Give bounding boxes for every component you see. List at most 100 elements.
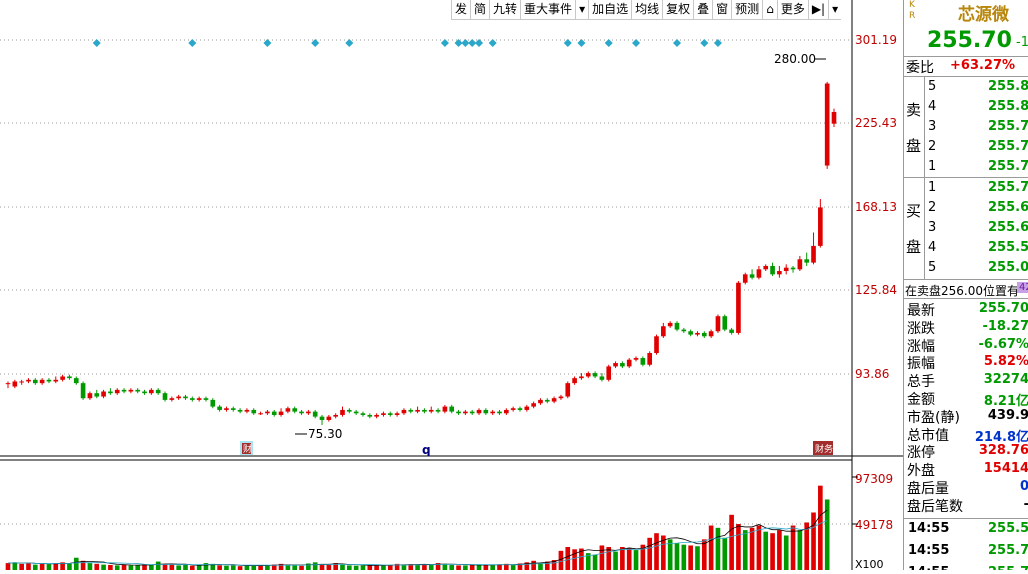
- event-diamond-icon[interactable]: [632, 39, 640, 47]
- toolbar-more-button[interactable]: 更多: [777, 0, 808, 19]
- candle-body: [149, 390, 154, 393]
- order-note-badge[interactable]: 42: [1017, 282, 1028, 293]
- event-markers[interactable]: [93, 39, 722, 47]
- toolbar-simple-button[interactable]: 简: [470, 0, 489, 19]
- toolbar-fa-button[interactable]: 发: [451, 0, 470, 19]
- candle-body: [53, 380, 58, 382]
- volume-bar: [647, 538, 652, 570]
- candle-body: [231, 408, 236, 410]
- toolbar-overlay-button[interactable]: 叠: [693, 0, 712, 19]
- volume-bar: [367, 565, 372, 570]
- volume-bar: [156, 562, 161, 570]
- volume-bar: [770, 533, 775, 570]
- volume-bar: [757, 526, 762, 570]
- stat-row: 市盈(静)439.9: [904, 407, 1028, 425]
- candle-body: [26, 380, 31, 382]
- event-diamond-icon[interactable]: [188, 39, 196, 47]
- sell-level-price: 255.80: [988, 99, 1028, 114]
- candle-body: [88, 393, 93, 398]
- stat-label: 盘后笔数: [907, 496, 963, 516]
- financial-marker-text: 财: [243, 443, 252, 455]
- candle-body: [381, 413, 386, 415]
- event-diamond-icon[interactable]: [489, 39, 497, 47]
- candle-body: [279, 412, 284, 415]
- event-diamond-icon[interactable]: [673, 39, 681, 47]
- candle-body: [531, 403, 536, 406]
- candle-body: [791, 268, 796, 270]
- toolbar-window-button[interactable]: 窗: [712, 0, 731, 19]
- candle-body: [668, 323, 673, 326]
- toolbar-events-dropdown-icon[interactable]: ▾: [575, 0, 588, 19]
- low-price-label: 75.30: [308, 427, 342, 441]
- candle-body: [804, 259, 809, 262]
- candle-body: [729, 330, 734, 333]
- candle-body: [258, 413, 263, 414]
- volume-bar: [176, 565, 181, 570]
- candle-body: [722, 316, 727, 329]
- candle-body: [129, 390, 134, 392]
- volume-bar: [743, 530, 748, 570]
- financial-marker-text-right: 财务: [815, 443, 833, 455]
- event-diamond-icon[interactable]: [93, 39, 101, 47]
- volume-bar: [709, 526, 714, 570]
- toolbar-jump-end-icon[interactable]: ▶|: [808, 0, 828, 19]
- candle-body: [74, 378, 79, 383]
- stat-value: 439.9: [988, 408, 1028, 423]
- toolbar-moving-average-button[interactable]: 均线: [631, 0, 662, 19]
- candle-body: [743, 274, 748, 282]
- price-axis-label: 168.13: [855, 200, 897, 214]
- kline-chart[interactable]: 301.19 225.43 168.13 125.84 93.86 280.00…: [0, 0, 903, 570]
- toolbar-dropdown-icon[interactable]: ▾: [828, 0, 841, 19]
- event-diamond-icon[interactable]: [700, 39, 708, 47]
- event-diamond-icon[interactable]: [441, 39, 449, 47]
- price-axis-label: 301.19: [855, 33, 897, 47]
- toolbar-major-events-button[interactable]: 重大事件: [520, 0, 575, 19]
- candle-body: [565, 383, 570, 396]
- toolbar-home-icon[interactable]: ⌂: [762, 0, 777, 19]
- event-diamond-icon[interactable]: [605, 39, 613, 47]
- candle-body: [681, 330, 686, 332]
- candle-body: [750, 274, 755, 277]
- candle-body: [272, 412, 277, 415]
- trade-price: 255.79: [988, 543, 1028, 558]
- candle-body: [661, 326, 666, 336]
- candle-body: [67, 376, 72, 378]
- weibi-value: +63.27%: [950, 58, 1015, 73]
- candle-body: [497, 412, 502, 414]
- volume-bars: [6, 486, 830, 570]
- volume-bar: [19, 564, 24, 570]
- event-diamond-icon[interactable]: [455, 39, 463, 47]
- kline-chart-area[interactable]: 301.19 225.43 168.13 125.84 93.86 280.00…: [0, 0, 903, 570]
- candle-body: [702, 333, 707, 336]
- volume-bar: [722, 538, 727, 570]
- candle-body: [798, 259, 803, 269]
- toolbar-adjust-button[interactable]: 复权: [662, 0, 693, 19]
- volume-bar: [729, 515, 734, 570]
- volume-bar: [777, 530, 782, 570]
- candle-body: [716, 316, 721, 331]
- event-diamond-icon[interactable]: [468, 39, 476, 47]
- sell-level-level: 5: [928, 79, 936, 94]
- candle-body: [6, 383, 11, 384]
- candle-body: [511, 408, 516, 410]
- toolbar-nine-turn-button[interactable]: 九转: [489, 0, 520, 19]
- current-price: 255.70: [927, 28, 1012, 53]
- volume-bar: [470, 565, 475, 570]
- candle-body: [19, 381, 24, 382]
- quarter-marker[interactable]: q: [422, 443, 431, 457]
- candle-body: [593, 373, 598, 376]
- toolbar-forecast-button[interactable]: 预测: [731, 0, 762, 19]
- volume-bar: [415, 565, 420, 570]
- toolbar-add-watchlist-button[interactable]: 加自选: [588, 0, 631, 19]
